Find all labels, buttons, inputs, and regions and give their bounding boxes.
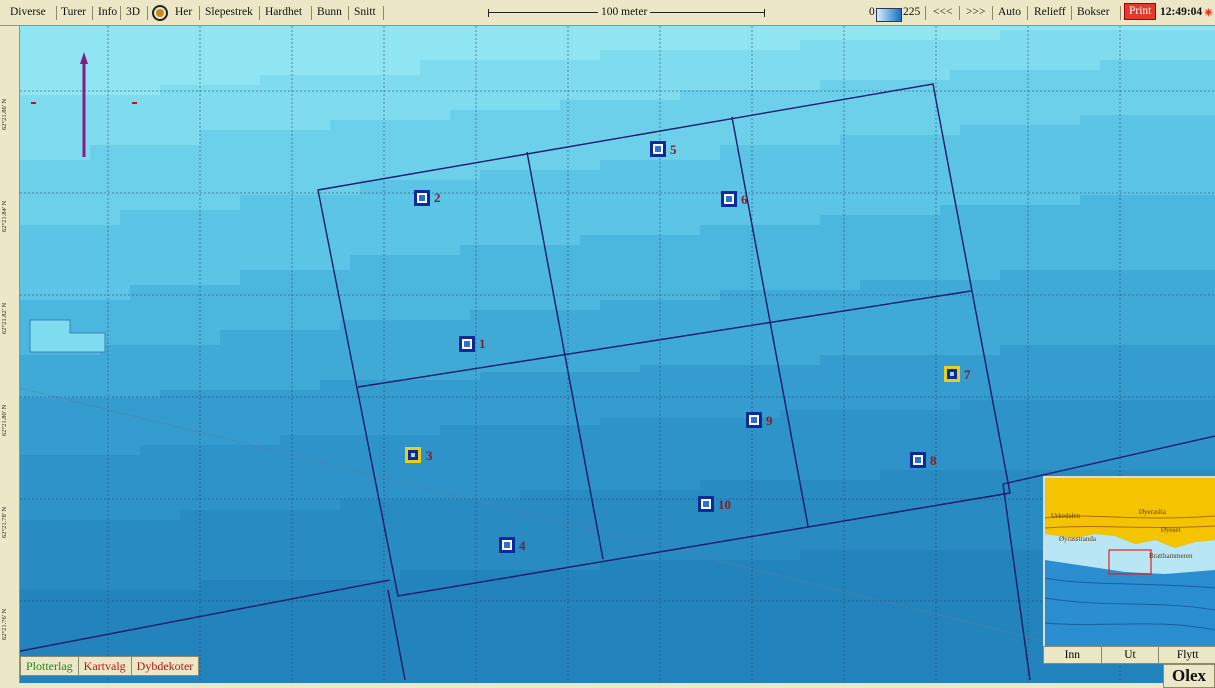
clock: 12:49:04 [1160,6,1203,18]
latitude-label: 62°21.80' N [1,404,8,436]
menu-info[interactable]: Info [98,6,118,18]
nav-forward-button[interactable]: >>> [966,6,986,18]
top-toolbar: Diverse Turer Info 3D Her Slepestrek Har… [0,0,1215,26]
minimap-place-label: Urkedalen [1051,512,1081,520]
waypoint-label: 4 [519,538,526,553]
minimap-place-label: Øyeset [1161,526,1181,534]
waypoint-1-icon[interactable] [459,336,475,352]
overview-minimap[interactable]: Urkedalen Øyeraslia Øyeset Øyrasstranda … [1043,476,1215,648]
waypoint-5-icon[interactable] [650,141,666,157]
waypoint-10-icon[interactable] [698,496,714,512]
menu-her[interactable]: Her [175,6,193,18]
tab-plotterlag[interactable]: Plotterlag [21,657,79,675]
auto-button[interactable]: Auto [998,6,1021,18]
brand-logo: Olex [1163,664,1215,688]
bottom-tabs: Plotterlag Kartvalg Dybdekoter [20,656,200,676]
north-arrow-icon [31,52,137,157]
waypoint-label: 6 [741,192,748,207]
zoom-out-button[interactable]: Ut [1102,647,1160,663]
latitude-label: 62°21.84' N [1,200,8,232]
depth-color-scale[interactable] [876,8,902,22]
zoom-in-button[interactable]: Inn [1044,647,1102,663]
menu-slepestrek[interactable]: Slepestrek [205,6,253,18]
target-circle-icon[interactable] [152,5,168,21]
waypoint-3-icon[interactable] [405,447,421,463]
waypoint-4-icon[interactable] [499,537,515,553]
waypoint-6-icon[interactable] [721,191,737,207]
bathymetry-map[interactable] [0,26,1215,688]
gps-status-icon: ✷ [1203,5,1214,20]
minimap-buttons: Inn Ut Flytt [1043,646,1215,664]
waypoint-label: 1 [479,336,486,351]
latitude-label: 62°21.78' N [1,506,8,538]
menu-3d[interactable]: 3D [126,6,141,18]
waypoint-label: 2 [434,190,441,205]
tab-dybdekoter[interactable]: Dybdekoter [136,659,194,673]
waypoint-label: 10 [718,497,731,512]
waypoint-label: 9 [766,413,773,428]
waypoint-7-icon[interactable] [944,366,960,382]
longitude-ruler [0,683,1215,688]
latitude-label: 62°21.82' N [1,302,8,334]
menu-hardhet[interactable]: Hardhet [265,6,303,18]
relieff-button[interactable]: Relieff [1034,6,1066,18]
print-button[interactable]: Print [1124,3,1157,20]
waypoint-9-icon[interactable] [746,412,762,428]
menu-snitt[interactable]: Snitt [354,6,376,18]
minimap-place-label: Øyrasstranda [1059,535,1096,543]
latitude-ruler: 62°21.86' N 62°21.84' N 62°21.82' N 62°2… [0,26,20,688]
depth-max: 225 [903,6,921,18]
menu-bunn[interactable]: Bunn [317,6,342,18]
latitude-label: 62°21.86' N [1,98,8,130]
tab-kartvalg[interactable]: Kartvalg [79,657,132,675]
waypoint-label: 7 [964,367,971,382]
latitude-label: 62°21.76' N [1,608,8,640]
move-button[interactable]: Flytt [1176,649,1199,661]
depth-min: 0 [869,6,875,18]
waypoint-2-icon[interactable] [414,190,430,206]
menu-turer[interactable]: Turer [61,6,87,18]
bokser-button[interactable]: Bokser [1077,6,1110,18]
scale-bar-label: 100 meter [598,5,651,20]
menu-diverse[interactable]: Diverse [10,6,46,18]
minimap-place-label: Bratthammeren [1149,552,1193,560]
waypoint-label: 3 [426,448,433,463]
waypoint-label: 5 [670,142,677,157]
waypoint-8-icon[interactable] [910,452,926,468]
waypoint-label: 8 [930,453,937,468]
nav-back-button[interactable]: <<< [933,6,953,18]
minimap-place-label: Øyeraslia [1139,508,1166,516]
